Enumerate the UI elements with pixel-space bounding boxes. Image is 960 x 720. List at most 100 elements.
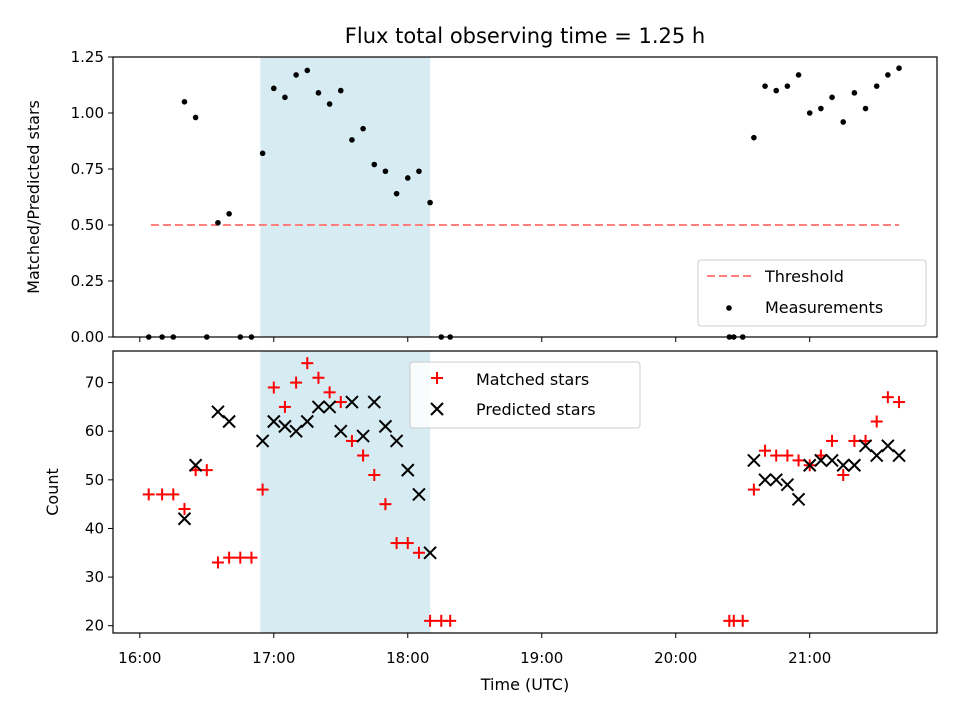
measurement-point — [226, 211, 232, 217]
matched-star-point — [826, 434, 839, 447]
predicted-star-point — [412, 487, 426, 502]
bottom-x-axis-label: Time (UTC) — [480, 675, 569, 694]
matched-star-point — [412, 546, 425, 559]
x-tick-label: 19:00 — [520, 649, 563, 667]
y-tick-label: 0.75 — [71, 160, 104, 178]
measurement-point — [192, 114, 199, 121]
matched-star-point — [881, 391, 894, 404]
matched-star-point — [234, 551, 247, 564]
matched-star-point — [736, 614, 749, 627]
matched-star-point — [290, 376, 303, 389]
measurement-point — [773, 87, 780, 94]
y-tick-label: 70 — [85, 374, 104, 392]
matched-star-point — [837, 468, 850, 481]
predicted-star-point — [825, 453, 839, 468]
predicted-star-point — [769, 473, 783, 487]
measurement-point — [382, 168, 389, 175]
measurement-point — [259, 150, 266, 157]
measurement-point — [751, 134, 757, 141]
matched-star-point — [211, 556, 224, 569]
predicted-star-point — [211, 405, 225, 419]
legend-threshold-label: Threshold — [764, 267, 844, 286]
matched-star-point — [200, 464, 213, 477]
predicted-star-point — [311, 400, 326, 414]
measurement-point — [818, 105, 824, 112]
measurement-point — [404, 175, 411, 181]
measurement-point — [795, 72, 802, 78]
predicted-star-point — [780, 477, 795, 492]
measurement-point — [337, 87, 344, 94]
measurement-point — [304, 67, 311, 74]
predicted-star-point — [222, 414, 236, 429]
predicted-star-point — [423, 546, 437, 560]
predicted-star-point — [847, 458, 862, 472]
matched-star-point — [278, 400, 291, 413]
measurement-point — [360, 125, 366, 132]
predicted-star-point — [334, 424, 348, 438]
bottom-legend: Matched stars Predicted stars — [409, 361, 641, 429]
bottom-axes: 20 30 40 50 60 70 16:00 17:00 18:00 19:00 20:00 21:… — [43, 350, 938, 694]
predicted-star-point — [814, 453, 828, 468]
measurement-point — [427, 199, 433, 206]
matched-star-point — [770, 449, 783, 462]
predicted-star-point — [345, 395, 359, 409]
predicted-star-point — [758, 473, 772, 487]
x-tick-label: 20:00 — [654, 649, 697, 667]
measurement-point — [851, 90, 858, 96]
measurement-point — [315, 90, 322, 96]
matched-star-point — [267, 381, 280, 394]
predicted-star-point — [177, 512, 192, 526]
bottom-y-axis-label: Count — [43, 468, 62, 516]
matched-star-point — [390, 537, 403, 550]
chart-title: Flux total observing time = 1.25 h — [345, 24, 705, 48]
matched-star-point — [245, 551, 258, 564]
predicted-star-point — [389, 434, 404, 448]
predicted-star-point — [188, 458, 203, 472]
matched-star-point — [156, 488, 169, 501]
predicted-star-point — [803, 458, 817, 472]
matched-star-point — [256, 483, 269, 496]
y-tick-label: 1.25 — [71, 48, 104, 66]
predicted-star-point — [267, 414, 281, 429]
matched-star-point — [848, 434, 861, 447]
bottom-legend-frame — [409, 361, 641, 429]
y-tick-label: 0.25 — [71, 272, 104, 290]
predicted-star-point — [255, 434, 270, 448]
predicted-star-point — [892, 448, 906, 463]
matched-star-point — [357, 449, 370, 462]
measurement-point — [896, 65, 902, 71]
measurement-point — [762, 83, 768, 89]
matched-star-point — [345, 434, 358, 447]
predicted-star-point — [747, 453, 761, 468]
measurement-point — [873, 83, 880, 89]
measurement-point — [784, 83, 791, 89]
measurement-point — [293, 72, 299, 78]
measurement-point — [416, 168, 422, 175]
bottom-axes-frame — [112, 350, 938, 634]
measurement-point — [862, 105, 869, 112]
top-axes: 0.00 0.25 0.50 0.75 1.00 1.25 Matched/Predict… — [24, 48, 938, 346]
predicted-star-point — [858, 439, 873, 453]
matched-star-point — [870, 415, 883, 428]
legend-measurements-swatch — [726, 305, 732, 311]
legend-matched-label: Matched stars — [476, 370, 589, 389]
y-tick-label: 0.50 — [71, 216, 104, 234]
top-legend-frame — [697, 259, 927, 327]
measurement-point — [349, 137, 355, 143]
measurement-point — [282, 94, 288, 101]
observing-window-band — [260, 351, 431, 633]
measurement-point — [885, 72, 891, 78]
measurement-point — [829, 94, 835, 101]
measurement-point — [326, 101, 333, 107]
measurement-point — [806, 110, 813, 116]
matched-star-point — [312, 371, 325, 384]
y-tick-label: 30 — [85, 568, 104, 586]
matched-star-point — [424, 614, 437, 627]
matched-star-point — [323, 386, 336, 399]
y-tick-label: 40 — [85, 519, 104, 537]
matched-star-point — [368, 468, 381, 481]
y-tick-label: 0.00 — [71, 328, 104, 346]
predicted-star-point — [791, 492, 806, 507]
